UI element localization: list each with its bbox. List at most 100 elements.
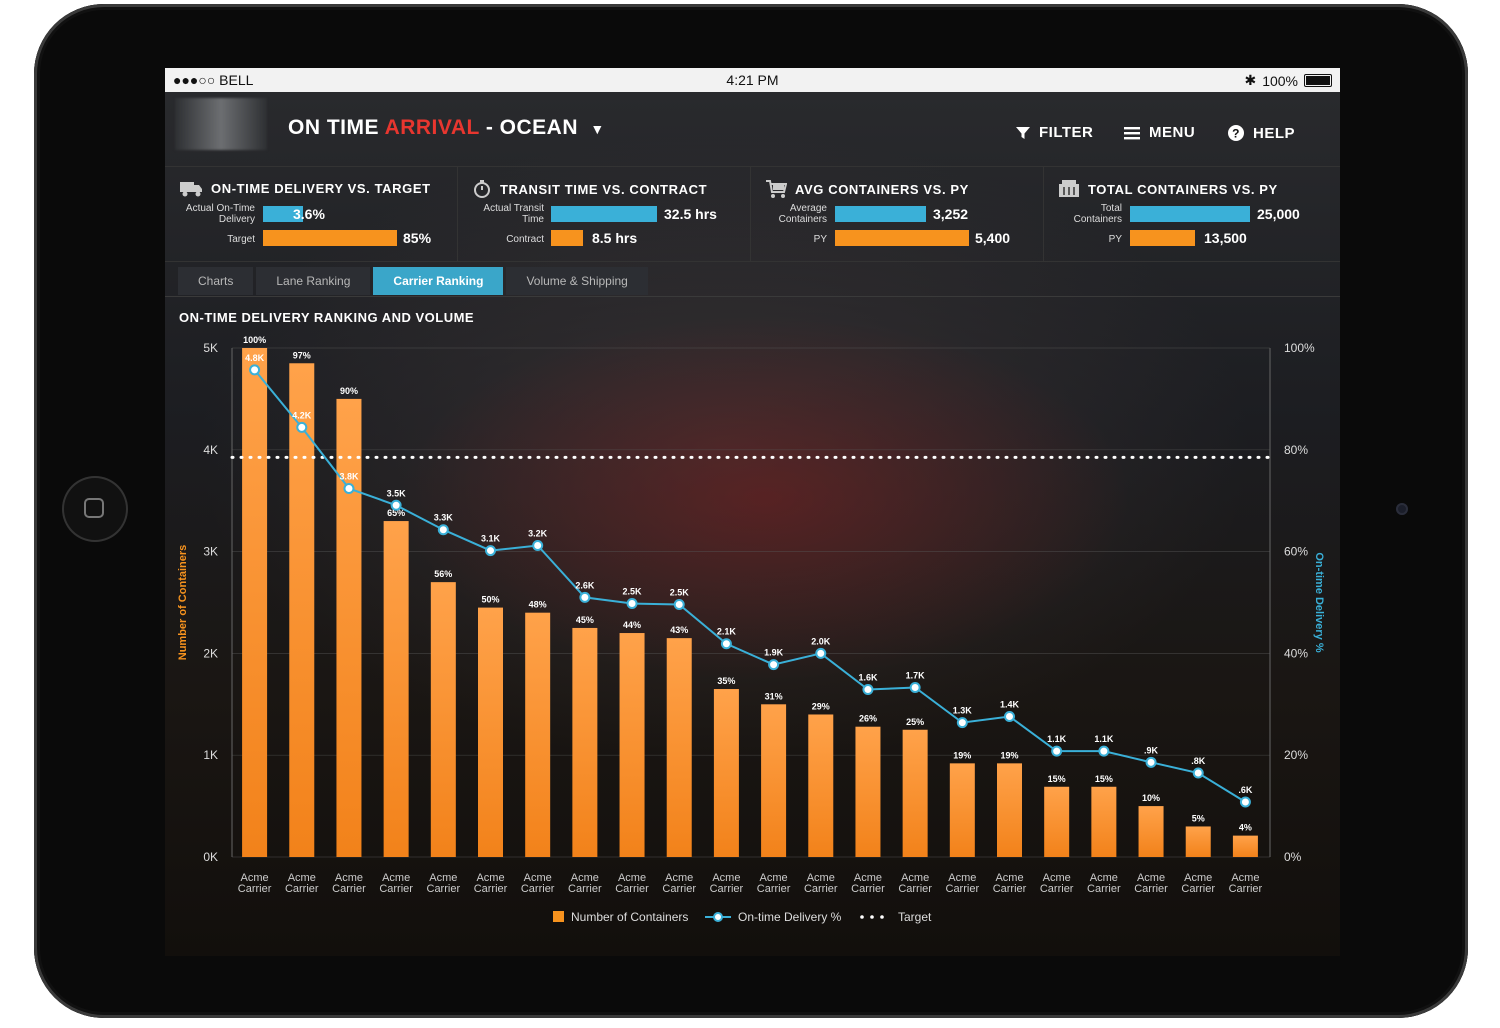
line-label: 3.5K	[387, 488, 407, 498]
x-tick-label: Acme	[288, 872, 316, 884]
x-tick-label: Carrier	[804, 883, 838, 895]
bar	[572, 627, 598, 857]
page-title[interactable]: ON TIME ARRIVAL - OCEAN ▼	[288, 116, 605, 140]
bar-label: 44%	[623, 620, 641, 630]
kpi-row1-label: Actual Transit Time	[483, 203, 544, 225]
x-tick-label: Carrier	[568, 883, 602, 895]
app-header: ON TIME ARRIVAL - OCEAN ▼ FILTER MENU ? …	[165, 92, 1340, 166]
kpi-row2-value: 13,500	[1204, 230, 1247, 246]
bar	[1232, 835, 1258, 857]
kpi-row2-value: 8.5 hrs	[592, 230, 638, 246]
help-icon: ?	[1228, 125, 1244, 141]
legend-target-dot	[860, 915, 864, 919]
y-axis-title: Number of Containers	[177, 545, 189, 661]
cart-icon	[766, 180, 787, 198]
x-tick-label: Carrier	[710, 883, 744, 895]
bar	[666, 638, 692, 857]
kpi-target-bar	[263, 230, 397, 246]
line-point	[1192, 767, 1204, 779]
y-tick-label: 4K	[203, 443, 218, 457]
line-point	[862, 684, 874, 696]
menu-button[interactable]: MENU	[1123, 124, 1195, 141]
kpi-on-time-delivery[interactable]: ON-TIME DELIVERY VS. TARGET Actual On-Ti…	[165, 167, 458, 261]
kpi-actual-bar	[263, 206, 303, 222]
home-button[interactable]	[62, 476, 128, 542]
x-tick-label: Carrier	[1181, 883, 1215, 895]
x-tick-label: Carrier	[1134, 883, 1168, 895]
kpi-actual-bar	[551, 206, 657, 222]
kpi-row1-label: Actual On-Time Delivery	[185, 203, 255, 225]
title-part-2: ARRIVAL	[384, 116, 480, 139]
status-bar: ●●●○○ BELL 4:21 PM ✱ 100%	[165, 68, 1340, 92]
line-label: 3.3K	[434, 513, 454, 523]
bar-label: 97%	[293, 350, 311, 360]
camera	[1396, 503, 1408, 515]
on-time-line	[253, 369, 1246, 803]
kpi-avg-containers[interactable]: AVG CONTAINERS VS. PY Average Containers …	[751, 167, 1044, 261]
line-label: .6K	[1238, 785, 1253, 795]
kpi-row2-value: 5,400	[975, 230, 1011, 246]
line-point	[626, 598, 638, 610]
tab-carrier-ranking[interactable]: Carrier Ranking	[373, 267, 504, 295]
kpi-title: TRANSIT TIME VS. CONTRACT	[472, 179, 707, 199]
filter-button[interactable]: FILTER	[1015, 124, 1093, 141]
hamburger-icon	[1124, 126, 1140, 139]
bar-label: 10%	[1142, 793, 1160, 803]
legend-target-dot	[870, 915, 874, 919]
kpi-contract-bar	[551, 230, 583, 246]
kpi-title: TOTAL CONTAINERS VS. PY	[1058, 179, 1278, 199]
line-point	[532, 539, 544, 551]
x-tick-label: Carrier	[1087, 883, 1121, 895]
chevron-down-icon[interactable]: ▼	[590, 121, 605, 137]
kpi-average-bar	[835, 206, 926, 222]
x-tick-label: Acme	[382, 872, 410, 884]
line-label: 1.1K	[1094, 734, 1114, 744]
company-logo	[175, 98, 267, 150]
x-tick-label: Carrier	[898, 883, 932, 895]
line-point	[720, 638, 732, 650]
x-tick-label: Acme	[335, 872, 363, 884]
bar	[997, 763, 1022, 857]
line-label: 2.5K	[670, 588, 690, 598]
line-label: 2.0K	[811, 636, 831, 646]
x-tick-label: Acme	[1090, 872, 1118, 884]
line-point	[1145, 756, 1157, 768]
legend-bar-label: Number of Containers	[571, 910, 688, 924]
truck-icon	[180, 182, 202, 197]
tab-volume-shipping[interactable]: Volume & Shipping	[506, 267, 648, 295]
bar	[761, 704, 787, 857]
x-tick-label: Carrier	[427, 883, 461, 895]
bar-label: 48%	[529, 600, 547, 610]
bar-label: 90%	[340, 386, 358, 396]
x-tick-label: Carrier	[615, 883, 649, 895]
container-icon	[1059, 180, 1079, 197]
y-tick-label: 2K	[203, 646, 218, 660]
help-button[interactable]: ? HELP	[1227, 124, 1295, 142]
bar-label: 43%	[670, 625, 688, 635]
bar	[1138, 806, 1164, 857]
kpi-total-containers[interactable]: TOTAL CONTAINERS VS. PY Total Containers …	[1044, 167, 1340, 261]
x-tick-label: Acme	[1231, 872, 1259, 884]
x-tick-label: Carrier	[332, 883, 366, 895]
line-point	[1098, 745, 1110, 757]
y-tick-label: 0K	[203, 850, 218, 864]
kpi-py-bar	[1130, 230, 1195, 246]
bar	[619, 633, 645, 857]
tab-divider	[165, 296, 1340, 297]
line-label: 2.6K	[575, 580, 595, 590]
kpi-transit-time[interactable]: TRANSIT TIME VS. CONTRACT Actual Transit…	[458, 167, 751, 261]
help-label: HELP	[1253, 124, 1296, 142]
bar	[525, 612, 551, 857]
line-point	[296, 421, 308, 433]
x-tick-label: Acme	[854, 872, 882, 884]
bar	[242, 348, 268, 857]
stopwatch-icon	[474, 180, 490, 198]
kpi-py-bar	[835, 230, 969, 246]
tab-lane-ranking[interactable]: Lane Ranking	[256, 267, 371, 295]
line-label: 1.7K	[906, 671, 926, 681]
chart-title: ON-TIME DELIVERY RANKING AND VOLUME	[179, 310, 475, 325]
tab-charts[interactable]: Charts	[178, 267, 254, 295]
y-tick-label: 3K	[203, 545, 218, 559]
bar-label: 56%	[434, 569, 452, 579]
status-right: ✱ 100%	[1244, 72, 1332, 89]
